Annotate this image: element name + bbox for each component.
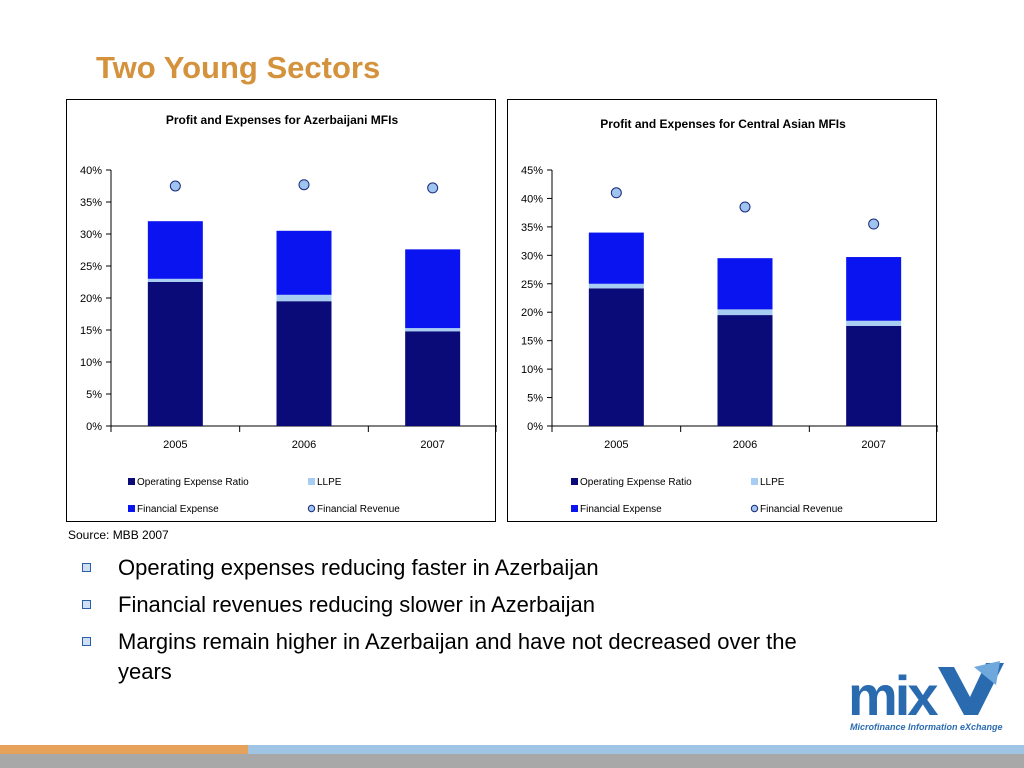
legend-label: Financial Revenue [317,504,400,515]
y-tick-label: 35% [80,197,102,209]
revenue-point [868,218,880,230]
source-note: Source: MBB 2007 [68,528,169,542]
bar-segment [717,315,773,426]
bullet-list: Operating expenses reducing faster in Az… [82,553,842,694]
bullet-text: Operating expenses reducing faster in Az… [118,555,599,580]
bullet-text: Financial revenues reducing slower in Az… [118,592,595,617]
bar-segment [276,230,332,295]
x-tick-label: 2005 [604,439,628,451]
legend-swatch [128,478,135,485]
y-tick-label: 40% [521,193,543,205]
legend-label: LLPE [317,477,342,488]
bar-segment [276,301,332,426]
footer-bar-blue [248,745,1024,754]
chart-central-asia: Profit and Expenses for Central Asian MF… [507,99,938,522]
x-tick-label: 2007 [420,439,444,451]
bar-segment [405,249,461,329]
square-bullet-icon [82,563,91,572]
bar-segment [276,294,332,302]
bar-segment [147,278,203,282]
legend-marker [307,504,316,513]
logo-tagline: Microfinance Information eXchange [850,722,1003,732]
bullet-text: Margins remain higher in Azerbaijan and … [118,629,797,684]
revenue-point [169,180,181,192]
footer-bar-orange [0,745,248,754]
footer-bar-gray [0,754,1024,768]
chart-title: Profit and Expenses for Central Asian MF… [600,117,846,131]
chart-central-asia-svg: Profit and Expenses for Central Asian MF… [521,117,938,515]
legend-label: LLPE [760,477,785,488]
chart-azerbaijan: Profit and Expenses for Azerbaijani MFIs… [66,99,497,522]
y-tick-label: 40% [80,165,102,177]
y-tick-label: 15% [80,325,102,337]
x-tick-label: 2007 [861,439,885,451]
bar-segment [147,282,203,426]
legend-label: Operating Expense Ratio [580,477,692,488]
bar-segment [147,221,203,279]
bullet-item: Margins remain higher in Azerbaijan and … [82,627,842,687]
logo-wordmark: mix [848,664,938,727]
y-tick-label: 45% [521,165,543,177]
legend-label: Operating Expense Ratio [137,477,249,488]
bar-segment [846,257,902,321]
logo-arrow-icon [974,661,1000,685]
legend-swatch [751,478,758,485]
square-bullet-icon [82,600,91,609]
square-bullet-icon [82,637,91,646]
bar-segment [588,232,644,284]
legend-label: Financial Expense [137,504,219,515]
chart-azerbaijan-svg: Profit and Expenses for Azerbaijani MFIs… [80,113,497,515]
x-tick-label: 2006 [292,439,316,451]
y-tick-label: 5% [527,393,543,405]
bar-segment [717,309,773,316]
legend-label: Financial Expense [580,504,662,515]
revenue-point [427,182,439,194]
y-tick-label: 5% [86,389,102,401]
y-tick-label: 25% [521,279,543,291]
y-tick-label: 35% [521,222,543,234]
y-tick-label: 20% [80,293,102,305]
legend-marker [750,504,759,513]
mix-logo: mix [848,661,1004,727]
x-tick-label: 2006 [733,439,757,451]
bar-segment [846,320,902,326]
revenue-point [298,179,310,191]
legend-swatch [571,478,578,485]
y-tick-label: 30% [80,229,102,241]
bar-segment [405,328,461,332]
y-tick-label: 20% [521,307,543,319]
bar-segment [405,331,461,426]
legend-swatch [128,505,135,512]
y-tick-label: 10% [80,357,102,369]
bar-segment [846,325,902,426]
y-tick-label: 0% [86,421,102,433]
bar-segment [588,283,644,289]
revenue-point [739,201,751,213]
legend-label: Financial Revenue [760,504,843,515]
y-tick-label: 0% [527,421,543,433]
bullet-item: Financial revenues reducing slower in Az… [82,590,842,620]
y-tick-label: 25% [80,261,102,273]
revenue-point [610,187,622,199]
x-tick-label: 2005 [163,439,187,451]
bar-segment [588,288,644,426]
slide-title: Two Young Sectors [96,50,381,85]
chart-title: Profit and Expenses for Azerbaijani MFIs [166,113,399,127]
y-tick-label: 15% [521,336,543,348]
legend-swatch [571,505,578,512]
y-tick-label: 30% [521,250,543,262]
legend-swatch [308,478,315,485]
bar-segment [717,258,773,310]
y-tick-label: 10% [521,364,543,376]
bullet-item: Operating expenses reducing faster in Az… [82,553,842,583]
